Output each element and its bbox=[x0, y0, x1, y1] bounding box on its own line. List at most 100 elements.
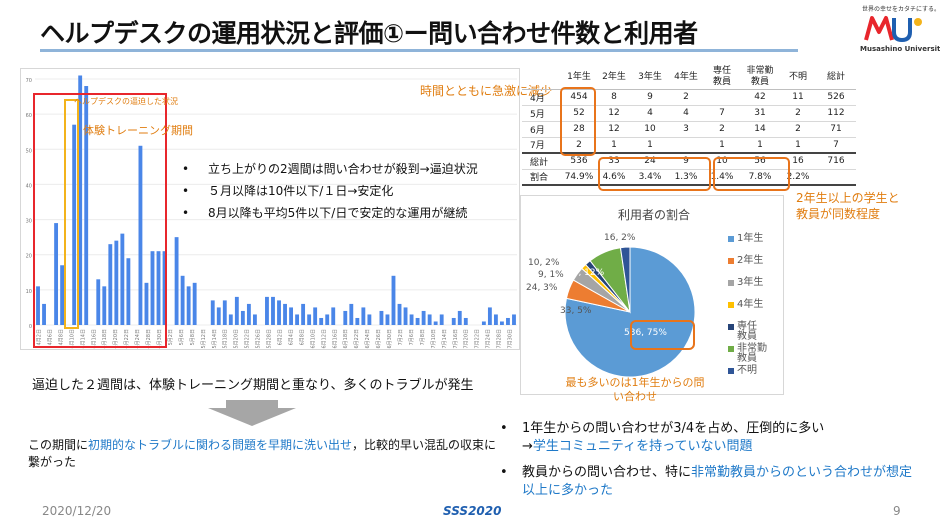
bar bbox=[349, 303, 354, 325]
table-cell: 1 bbox=[704, 137, 740, 154]
conclusion-pre: この期間に bbox=[28, 438, 89, 452]
pie-note: 最も多いのは1年生からの問い合わせ bbox=[565, 376, 705, 403]
bar bbox=[325, 314, 330, 325]
busy-period-highlight bbox=[33, 93, 167, 348]
table-cell bbox=[816, 169, 856, 186]
pie-data-label: 16, 2% bbox=[604, 233, 636, 243]
table-cell: 12 bbox=[596, 121, 632, 138]
bar bbox=[319, 317, 324, 325]
table-cell: 4月 bbox=[522, 89, 562, 106]
x-tick-label: 4月24日 bbox=[135, 329, 141, 349]
table-header-row: 1年生 2年生 3年生 4年生 専任 教員 非常勤 教員 不明 総計 bbox=[522, 66, 856, 90]
bar bbox=[433, 321, 438, 325]
bar bbox=[427, 314, 432, 325]
bar bbox=[409, 314, 414, 325]
column-header: 不明 bbox=[780, 66, 816, 90]
column-header bbox=[522, 66, 562, 90]
x-tick-label: 7月8日 bbox=[420, 329, 426, 345]
x-tick-label: 6月18日 bbox=[343, 329, 349, 349]
table-cell: 3 bbox=[668, 121, 704, 138]
bar bbox=[361, 307, 366, 325]
x-tick-label: 5月6日 bbox=[179, 329, 185, 345]
bar bbox=[451, 317, 456, 325]
x-tick-label: 5月28日 bbox=[267, 329, 273, 349]
x-tick-label: 5月8日 bbox=[190, 329, 196, 345]
pie-data-label: 536, 75% bbox=[624, 328, 667, 338]
column-header: 2年生 bbox=[596, 66, 632, 90]
bar bbox=[367, 314, 372, 325]
slide-title: ヘルプデスクの運用状況と評価①ー問い合わせ件数と利用者 bbox=[40, 19, 698, 48]
y-tick-label: 50 bbox=[26, 148, 32, 154]
legend-item: 1年生 bbox=[728, 234, 767, 256]
x-tick-label: 4月22日 bbox=[124, 329, 130, 349]
bar bbox=[222, 300, 227, 325]
table-cell: 割合 bbox=[522, 169, 562, 186]
bar bbox=[216, 307, 221, 325]
x-tick-label: 7月2日 bbox=[398, 329, 404, 345]
x-tick-label: 5月12日 bbox=[201, 329, 207, 349]
x-tick-label: 5月2日 bbox=[168, 329, 174, 345]
bar bbox=[102, 286, 107, 325]
bar bbox=[481, 321, 486, 325]
x-tick-label: 6月30日 bbox=[387, 329, 393, 349]
bar bbox=[506, 317, 510, 325]
y-tick-label: 40 bbox=[26, 183, 32, 189]
logo-name: Musashino University bbox=[860, 45, 940, 53]
pie-slice bbox=[619, 246, 631, 313]
bar bbox=[234, 296, 239, 325]
bar bbox=[307, 314, 312, 325]
legend-label: 専任 教員 bbox=[737, 321, 757, 342]
table-cell: 9 bbox=[668, 152, 704, 170]
legend-label: 非常勤 教員 bbox=[737, 343, 767, 364]
x-tick-label: 6月16日 bbox=[332, 329, 338, 349]
faculty-ratio-highlight bbox=[713, 157, 790, 191]
x-tick-label: 7月28日 bbox=[497, 329, 503, 349]
column-header: 総計 bbox=[816, 66, 856, 90]
legend-swatch bbox=[728, 324, 734, 330]
finding-pre: 教員からの問い合わせ、特に bbox=[522, 465, 692, 480]
finding-highlight: 非常勤教員からのという合わせが想定以上に多かった bbox=[522, 465, 913, 498]
x-tick-label: 6月12日 bbox=[321, 329, 327, 349]
table-row: 6月 28 12 10 3 2 14 2 71 bbox=[522, 121, 856, 138]
x-tick-label: 4月18日 bbox=[102, 329, 108, 349]
pie-data-label: 24, 3% bbox=[526, 283, 558, 293]
finding-highlight: 学生コミュニティを持っていない問題 bbox=[532, 439, 753, 454]
trend-bullets: 立ち上がりの2週間は問い合わせが殺到→逼迫状況 ５月以降は10件以下/１日→安定… bbox=[182, 158, 512, 224]
pie-title: 利用者の割合 bbox=[618, 208, 691, 222]
pie-slice bbox=[564, 246, 696, 378]
bar bbox=[84, 86, 89, 326]
title-rule bbox=[40, 49, 798, 52]
bar bbox=[114, 240, 119, 325]
x-tick-label: 7月24日 bbox=[486, 329, 492, 349]
trend-bullet: ５月以降は10件以下/１日→安定化 bbox=[182, 180, 512, 202]
legend-swatch bbox=[728, 346, 734, 352]
table-cell: 11 bbox=[780, 89, 816, 106]
x-tick-label: 6月26日 bbox=[376, 329, 382, 349]
table-cell: 71 bbox=[816, 121, 856, 138]
total-row: 総計 536 33 24 9 10 56 16 716 bbox=[522, 152, 856, 170]
bar bbox=[512, 314, 516, 325]
column-header: 非常勤 教員 bbox=[740, 66, 780, 90]
bar bbox=[439, 314, 444, 325]
table-cell: 1 bbox=[740, 137, 780, 154]
bar bbox=[108, 244, 113, 325]
bar bbox=[463, 317, 468, 325]
table-cell: 2 bbox=[704, 121, 740, 138]
y-tick-label: 70 bbox=[26, 78, 32, 84]
bar bbox=[295, 314, 300, 325]
footer-date: 2020/12/20 bbox=[42, 504, 112, 518]
table-cell: 総計 bbox=[522, 152, 562, 170]
table-cell: 7.8% bbox=[740, 169, 780, 186]
bar bbox=[144, 282, 149, 325]
decline-note: 時間とともに急激に減少 bbox=[420, 84, 553, 98]
bar bbox=[421, 310, 426, 325]
x-tick-label: 6月22日 bbox=[354, 329, 360, 349]
bar bbox=[174, 237, 179, 325]
table-row: 4月 454 8 9 2 42 11 526 bbox=[522, 89, 856, 106]
footer-event: SSS2020 bbox=[443, 504, 502, 518]
table-cell: 2 bbox=[668, 89, 704, 106]
students-ratio-highlight bbox=[598, 157, 711, 191]
x-tick-label: 4月8日 bbox=[58, 329, 64, 345]
table-cell: 74.9% bbox=[562, 169, 596, 186]
trend-bullet: 8月以降も平均5件以下/日で安定的な運用が継続 bbox=[182, 202, 512, 224]
